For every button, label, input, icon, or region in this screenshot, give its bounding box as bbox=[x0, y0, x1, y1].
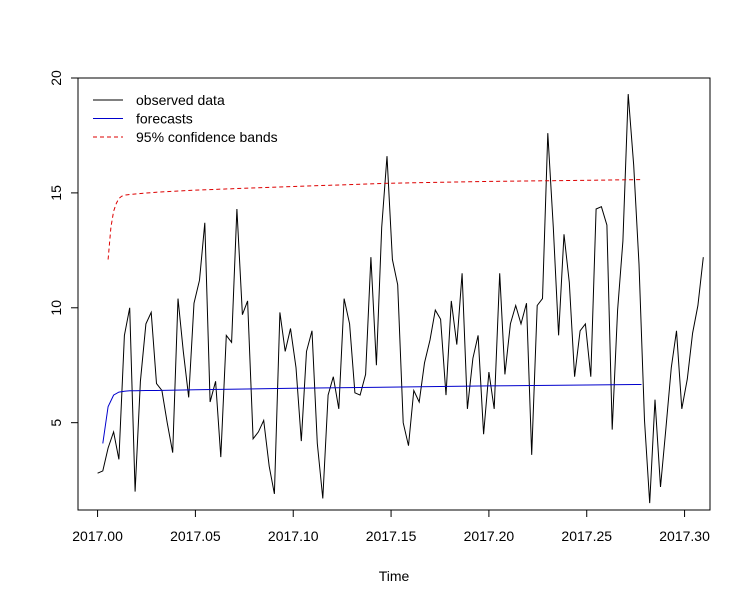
series-layer bbox=[97, 94, 704, 504]
y-tick-label: 10 bbox=[48, 300, 64, 316]
series-line-upper bbox=[107, 179, 642, 260]
legend-label: forecasts bbox=[136, 111, 193, 127]
x-tick-label: 2017.05 bbox=[170, 528, 221, 544]
y-tick-label: 5 bbox=[48, 419, 64, 427]
y-tick-label: 20 bbox=[48, 70, 64, 86]
x-tick-label: 2017.25 bbox=[561, 528, 612, 544]
legend: observed data forecasts 95% confidence ban… bbox=[93, 92, 278, 145]
x-tick-label: 2017.00 bbox=[72, 528, 123, 544]
y-tick-label: 15 bbox=[48, 185, 64, 201]
x-axis: 2017.00 2017.05 2017.10 2017.15 2017.20 2017.… bbox=[72, 509, 710, 544]
y-axis: 5 10 15 20 bbox=[48, 70, 79, 427]
x-axis-label: Time bbox=[379, 568, 410, 584]
x-tick-label: 2017.10 bbox=[268, 528, 319, 544]
x-tick-label: 2017.20 bbox=[464, 528, 515, 544]
legend-label: observed data bbox=[136, 92, 225, 108]
x-tick-label: 2017.15 bbox=[366, 528, 417, 544]
x-tick-label: 2017.30 bbox=[659, 528, 710, 544]
series-line-forecasts bbox=[102, 384, 642, 444]
legend-label: 95% confidence bands bbox=[136, 129, 278, 145]
series-line-observed bbox=[97, 94, 704, 504]
